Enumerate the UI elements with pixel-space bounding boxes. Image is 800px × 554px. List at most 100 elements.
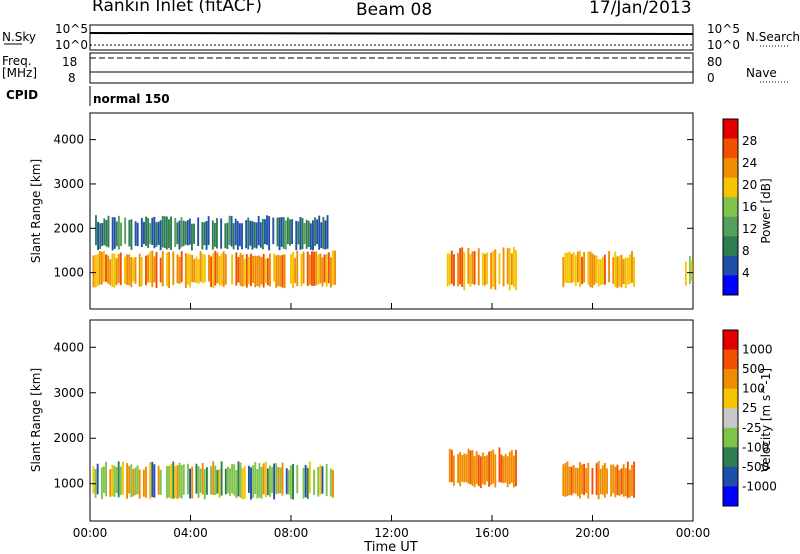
data-cell: [239, 462, 242, 498]
data-cell: [132, 468, 135, 497]
data-cell: [477, 248, 480, 286]
data-cell: [275, 255, 278, 288]
data-cell: [247, 465, 250, 493]
data-cell: [457, 454, 459, 483]
data-cell: [238, 223, 241, 247]
data-cell: [159, 257, 162, 283]
data-cell: [484, 456, 486, 485]
data-cell: [601, 256, 604, 285]
data-cell: [612, 464, 615, 494]
data-cell: [581, 256, 583, 285]
y-tick-label: 4000: [53, 340, 84, 354]
x-tick-label: 04:00: [173, 526, 208, 540]
colorbar-tick-label: 1000: [742, 343, 773, 357]
data-cell: [153, 216, 156, 249]
data-cell: [121, 461, 124, 495]
data-cell: [562, 257, 565, 288]
data-cell: [176, 222, 179, 245]
y-tick-label: 1000: [53, 477, 84, 491]
data-cell: [279, 255, 282, 287]
data-cell: [134, 221, 137, 246]
data-cell: [327, 252, 330, 284]
data-cell: [448, 253, 451, 286]
data-cell: [187, 463, 189, 495]
data-cell: [316, 219, 319, 245]
data-cell: [136, 222, 139, 247]
data-cell: [155, 222, 158, 247]
data-cell: [210, 465, 213, 495]
data-cell: [168, 251, 171, 289]
data-cell: [201, 222, 204, 250]
data-cell: [508, 451, 511, 485]
data-cell: [272, 217, 275, 245]
data-cell: [620, 254, 623, 288]
data-cell: [574, 467, 577, 494]
data-cell: [271, 467, 273, 494]
velocity-ylabel: Slant Range [km]: [29, 368, 43, 472]
data-cell: [216, 470, 219, 494]
colorbar-swatch: [723, 369, 738, 390]
data-cell: [259, 222, 262, 248]
data-cell: [214, 465, 217, 495]
data-cell: [138, 469, 141, 499]
data-cell: [576, 467, 579, 497]
data-cell: [469, 450, 472, 485]
data-cell: [595, 255, 598, 284]
data-cell: [591, 468, 594, 495]
data-cell: [126, 463, 129, 499]
data-cell: [287, 469, 290, 495]
data-cell: [256, 255, 259, 286]
data-cell: [297, 221, 300, 245]
data-cell: [166, 252, 168, 287]
data-cell: [275, 463, 278, 495]
top-panel-traces: [89, 32, 694, 73]
data-cell: [111, 217, 114, 251]
data-cell: [163, 216, 166, 249]
data-cell: [317, 254, 320, 285]
data-cell: [130, 464, 133, 498]
data-cell: [633, 257, 636, 288]
data-cell: [289, 219, 291, 246]
data-cell: [510, 253, 513, 285]
data-cell: [506, 456, 509, 488]
data-cell: [614, 466, 617, 498]
data-cell: [268, 253, 271, 287]
data-cell: [119, 466, 122, 496]
data-cell: [334, 250, 337, 285]
data-cell: [99, 223, 102, 249]
velocity-y-axis: 4000 3000 2000 1000: [53, 340, 693, 491]
data-cell: [304, 464, 307, 498]
data-cell: [126, 254, 129, 285]
data-cell: [239, 252, 242, 286]
data-cell: [306, 467, 309, 499]
data-cell: [212, 461, 215, 495]
data-cell: [115, 467, 118, 493]
data-cell: [241, 254, 244, 287]
data-cell: [498, 447, 501, 483]
data-cell: [107, 215, 110, 248]
data-cell: [300, 253, 303, 287]
data-cell: [226, 222, 229, 250]
y-tick-label: 1000: [53, 266, 84, 280]
data-cell: [281, 462, 284, 496]
colorbar-swatch: [723, 466, 738, 487]
nsearch-tick-high: 10^5: [707, 22, 740, 36]
data-cell: [251, 221, 254, 250]
velocity-colorbar: 1000 500 100 25 -25 -100 -500 -1000: [722, 329, 777, 507]
data-cell: [568, 466, 571, 496]
data-cell: [562, 464, 565, 497]
data-cell: [105, 254, 108, 282]
data-cell: [457, 252, 459, 287]
data-cell: [107, 255, 110, 284]
data-cell: [308, 461, 311, 494]
data-cell: [633, 461, 636, 498]
data-cell: [258, 255, 261, 288]
data-cell: [618, 255, 621, 287]
data-cell: [243, 258, 246, 286]
data-cell: [151, 217, 154, 245]
data-cell: [280, 217, 283, 247]
data-cell: [182, 464, 185, 495]
xlabel: Time UT: [363, 540, 417, 554]
data-cell: [203, 469, 206, 500]
data-cell: [616, 256, 619, 289]
